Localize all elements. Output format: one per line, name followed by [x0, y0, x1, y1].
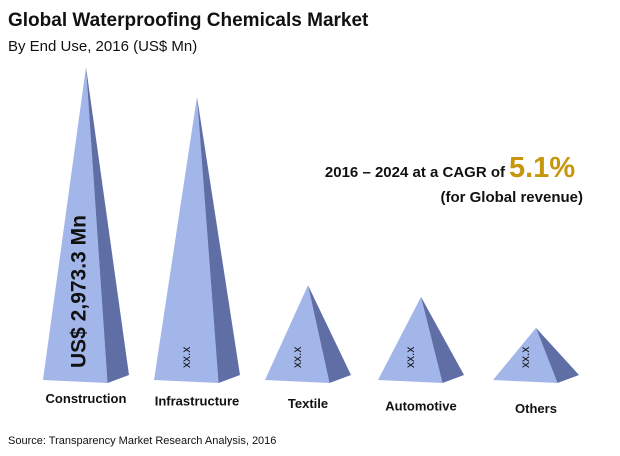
value-label: xx.x: [403, 347, 417, 368]
pyramid: [493, 327, 579, 383]
pyramid: [378, 296, 464, 383]
pyramid: [154, 96, 240, 383]
pyramid-side: [86, 67, 129, 383]
value-label: xx.x: [518, 347, 532, 368]
pyramid-side: [536, 327, 579, 383]
source: Source: Transparency Market Research Ana…: [8, 435, 276, 447]
x-tick-label: Automotive: [385, 399, 457, 414]
pyramid-front: [265, 285, 330, 383]
x-tick-label: Textile: [288, 396, 328, 411]
pyramid: [43, 67, 129, 383]
pyramid-side: [421, 296, 464, 383]
value-label: xx.x: [179, 347, 193, 368]
pyramid-front: [378, 296, 443, 383]
annotation: 2016 – 2024 at a CAGR of: [325, 164, 506, 181]
pyramid-side: [197, 96, 240, 383]
pyramid: [265, 285, 351, 383]
x-tick-label: Infrastructure: [155, 394, 240, 409]
annotation-highlight: 5.1%: [509, 152, 575, 184]
value-label: US$ 2,973.3 Mn: [68, 215, 91, 368]
chart-subtitle: By End Use, 2016 (US$ Mn): [8, 38, 197, 55]
value-label: xx.x: [290, 347, 304, 368]
x-tick-label: Construction: [46, 391, 127, 406]
x-tick-label: Others: [515, 401, 557, 416]
chart-title: Global Waterproofing Chemicals Market: [8, 10, 369, 31]
annotation-note: (for Global revenue): [440, 189, 583, 206]
pyramid-side: [308, 285, 351, 383]
